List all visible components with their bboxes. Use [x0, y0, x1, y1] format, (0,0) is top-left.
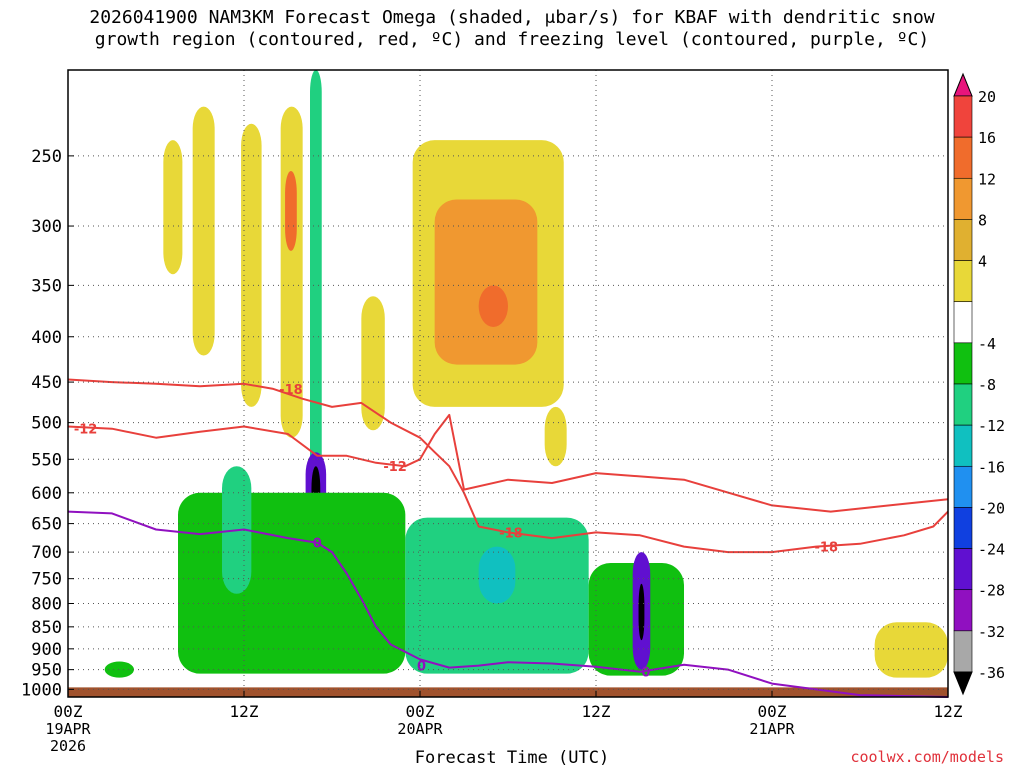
omega-shade-cell	[192, 106, 215, 356]
freezing-level-label: 0	[641, 666, 650, 681]
dgz-minus18-label: -18	[499, 526, 523, 541]
x-tick-sublabel: 19APR	[45, 720, 91, 738]
omega-shade-cell	[178, 492, 406, 674]
colorbar-label: 12	[978, 170, 996, 188]
omega-shade-cell	[638, 583, 645, 641]
colorbar-bottom-arrow	[953, 671, 973, 696]
omega-shade-cell	[104, 661, 134, 678]
y-tick-label: 350	[31, 276, 62, 296]
colorbar-segment	[953, 424, 973, 467]
y-tick-label: 450	[31, 373, 62, 393]
colorbar-segment	[953, 177, 973, 220]
omega-shade-cell	[241, 123, 262, 407]
x-tick-sublabel: 20APR	[397, 720, 443, 738]
omega-shade-cell	[361, 296, 385, 431]
omega-shade-cell	[434, 199, 538, 365]
colorbar-label: -8	[978, 376, 996, 394]
y-tick-label: 900	[31, 640, 62, 660]
plot-frame	[67, 69, 949, 698]
colorbar-label: 20	[978, 88, 996, 106]
y-tick-label: 250	[31, 147, 62, 167]
colorbar-label: 16	[978, 129, 996, 147]
omega-shade-cell	[163, 140, 183, 275]
dgz-minus18-label: -18	[815, 541, 839, 556]
y-tick-label: 300	[31, 217, 62, 237]
colorbar-label: -24	[978, 541, 1005, 559]
freezing-level-label: 0	[313, 537, 322, 552]
y-tick-label: 700	[31, 543, 62, 563]
colorbar-label: -28	[978, 582, 1005, 600]
chart-title-line-1: 2026041900 NAM3KM Forecast Omega (shaded…	[89, 7, 935, 28]
colorbar-label: -4	[978, 335, 996, 353]
terrain-band	[68, 687, 948, 697]
x-tick-label: 12Z	[934, 702, 963, 721]
omega-shade-cell	[874, 622, 948, 678]
colorbar-segment	[953, 95, 973, 138]
omega-shade-cell	[478, 546, 516, 604]
colorbar-segment	[953, 260, 973, 303]
x-tick-label: 00Z	[54, 702, 83, 721]
plot-area	[68, 70, 948, 697]
axes-layer: 2503003504004505005506006507007508008509…	[21, 69, 963, 755]
colorbar-label: -36	[978, 664, 1005, 682]
colorbar-label: -32	[978, 623, 1005, 641]
y-tick-label: 800	[31, 595, 62, 615]
y-tick-label: 1000	[21, 680, 62, 700]
dgz-minus18-label: -18	[279, 383, 303, 398]
dgz-minus12-label: -12	[383, 460, 407, 475]
credit-text: coolwx.com/models	[850, 748, 1004, 766]
colorbar-label: -16	[978, 458, 1005, 476]
x-tick-label: 12Z	[582, 702, 611, 721]
omega-shade-cell	[544, 406, 567, 467]
x-tick-label: 00Z	[758, 702, 787, 721]
colorbar-segment	[953, 507, 973, 549]
colorbar-segment	[953, 383, 973, 426]
freezing-level-label: 0	[417, 660, 426, 675]
omega-shade-cell	[478, 285, 508, 328]
colorbar-segment	[953, 301, 973, 344]
y-tick-label: 950	[31, 661, 62, 681]
x-tick-label: 00Z	[406, 702, 435, 721]
y-tick-label: 850	[31, 618, 62, 638]
dgz-minus12-label: -12	[74, 423, 98, 438]
colorbar-label: -20	[978, 499, 1005, 517]
colorbar-label: -12	[978, 417, 1005, 435]
colorbar-segment	[953, 342, 973, 385]
x-tick-label: 12Z	[230, 702, 259, 721]
y-tick-label: 500	[31, 414, 62, 434]
colorbar-segment	[953, 465, 973, 508]
colorbar-label: 4	[978, 253, 987, 271]
y-tick-label: 650	[31, 515, 62, 535]
colorbar-segment	[953, 219, 973, 261]
colorbar-segment	[953, 548, 973, 591]
y-tick-label: 550	[31, 450, 62, 470]
colorbar-segment	[953, 136, 973, 179]
y-tick-label: 600	[31, 484, 62, 504]
dgz-minus18-contour	[67, 378, 949, 554]
y-tick-label: 400	[31, 328, 62, 348]
colorbar: 20 16 12 8 4 -4 -8 -12 -16 -20 -24 -28 -32 -36	[953, 72, 1005, 696]
colorbar-label: 8	[978, 211, 987, 229]
colorbar-segment	[953, 589, 973, 632]
x-axis-title: Forecast Time (UTC)	[414, 748, 610, 768]
x-tick-sublabel: 2026	[50, 737, 86, 755]
y-tick-label: 750	[31, 570, 62, 590]
colorbar-segment	[953, 630, 973, 673]
chart-title-line-2: growth region (contoured, red, ºC) and f…	[94, 29, 930, 50]
colorbar-top-arrow	[953, 72, 973, 97]
x-tick-sublabel: 21APR	[749, 720, 795, 738]
omega-shade-cell	[285, 170, 297, 251]
